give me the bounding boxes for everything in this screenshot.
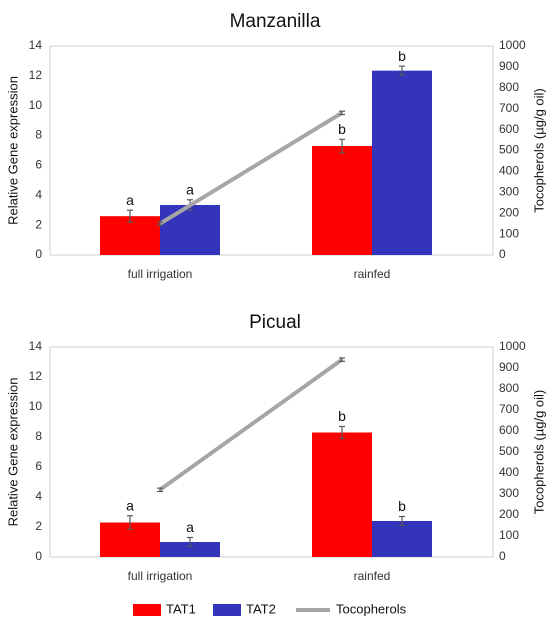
bar-tat1 xyxy=(312,146,372,255)
significance-letter: a xyxy=(186,519,194,535)
y2-tick-label: 700 xyxy=(499,402,519,416)
tocopherols-line xyxy=(158,357,344,492)
y2-tick-label: 200 xyxy=(499,205,519,219)
significance-letter: b xyxy=(398,498,406,514)
y2-tick-label: 400 xyxy=(499,465,519,479)
y2-tick-label: 200 xyxy=(499,507,519,521)
panel-manzanilla: Manzanilla 0 2 4 6 8 10 12 14 0 100 200 300 400 500 600… xyxy=(5,11,546,281)
y-tick-label: 2 xyxy=(35,519,42,533)
y-tick-label: 14 xyxy=(29,339,43,353)
y2-tick-label: 300 xyxy=(499,184,519,198)
significance-letter: a xyxy=(126,497,134,513)
y2-tick-label: 1000 xyxy=(499,339,526,353)
y2-tick-label: 800 xyxy=(499,381,519,395)
plot-area xyxy=(49,346,494,558)
legend-label: Tocopherols xyxy=(336,601,407,616)
significance-letter: a xyxy=(186,181,194,197)
chart-title: Manzanilla xyxy=(230,11,321,32)
bar-tat1 xyxy=(312,432,372,557)
bar-tat2 xyxy=(160,204,220,255)
y2-tick-label: 900 xyxy=(499,59,519,73)
y-tick-label: 8 xyxy=(35,429,42,443)
y-tick-label: 4 xyxy=(35,187,42,201)
y2-tick-label: 500 xyxy=(499,444,519,458)
x-tick-label: full irrigation xyxy=(128,569,193,583)
y2-tick-label: 600 xyxy=(499,122,519,136)
y2-tick-label: 400 xyxy=(499,164,519,178)
y-tick-label: 10 xyxy=(29,98,43,112)
y2-tick-label: 0 xyxy=(499,549,506,563)
y2-tick-label: 800 xyxy=(499,80,519,94)
plot-area xyxy=(49,45,494,256)
x-tick-label: rainfed xyxy=(354,267,391,281)
y-tick-label: 10 xyxy=(29,399,43,413)
bar-tat2 xyxy=(372,70,432,255)
y2-tick-label: 100 xyxy=(499,226,519,240)
y-tick-label: 6 xyxy=(35,459,42,473)
legend-label: TAT1 xyxy=(166,601,196,616)
tocopherols-line xyxy=(158,111,344,226)
panel-picual: Picual 0 2 4 6 8 10 12 14 0 100 200 300 400 500 600 700 8… xyxy=(5,312,546,583)
y-tick-label: 14 xyxy=(29,38,43,52)
bar-tat2 xyxy=(160,542,220,557)
legend-swatch-tat2 xyxy=(213,604,241,616)
y-tick-label: 8 xyxy=(35,128,42,142)
y2-tick-label: 600 xyxy=(499,423,519,437)
y-tick-label: 0 xyxy=(35,549,42,563)
y2-tick-label: 700 xyxy=(499,101,519,115)
significance-letter: a xyxy=(126,192,134,208)
significance-letter: b xyxy=(338,121,346,137)
significance-letter: b xyxy=(338,408,346,424)
legend-swatch-tat1 xyxy=(133,604,161,616)
y-axis-title: Relative Gene expression xyxy=(5,378,20,527)
y-tick-label: 0 xyxy=(35,247,42,261)
x-tick-label: rainfed xyxy=(354,569,391,583)
y2-tick-label: 1000 xyxy=(499,38,526,52)
y2-axis-title: Tocopherols (µg/g oil) xyxy=(531,88,546,213)
legend: TAT1 TAT2 Tocopherols xyxy=(133,601,407,616)
y2-tick-label: 100 xyxy=(499,528,519,542)
significance-letter: b xyxy=(398,48,406,64)
y-tick-label: 2 xyxy=(35,217,42,231)
y-tick-label: 4 xyxy=(35,489,42,503)
y2-tick-label: 300 xyxy=(499,486,519,500)
x-tick-label: full irrigation xyxy=(128,267,193,281)
y2-tick-label: 0 xyxy=(499,247,506,261)
chart-title: Picual xyxy=(249,312,301,333)
bar-tat2 xyxy=(372,521,432,557)
legend-label: TAT2 xyxy=(246,601,276,616)
y-axis-title: Relative Gene expression xyxy=(5,76,20,225)
y-tick-label: 6 xyxy=(35,158,42,172)
y2-tick-label: 500 xyxy=(499,143,519,157)
y2-tick-label: 900 xyxy=(499,360,519,374)
y-tick-label: 12 xyxy=(29,68,43,82)
y-tick-label: 12 xyxy=(29,369,43,383)
y2-axis-title: Tocopherols (µg/g oil) xyxy=(531,390,546,515)
